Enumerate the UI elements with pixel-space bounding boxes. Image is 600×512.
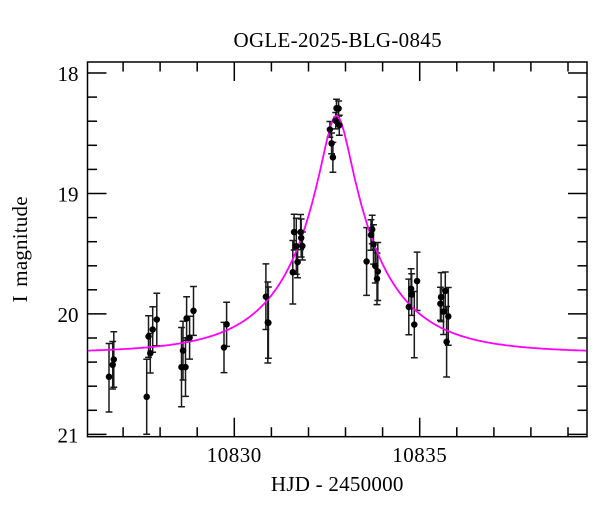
- svg-text:18: 18: [58, 62, 79, 86]
- svg-text:10830: 10830: [207, 443, 262, 467]
- svg-text:I magnitude: I magnitude: [8, 196, 32, 302]
- svg-text:19: 19: [58, 182, 79, 206]
- svg-text:21: 21: [58, 423, 79, 447]
- svg-text:HJD - 2450000: HJD - 2450000: [271, 472, 404, 496]
- svg-text:20: 20: [58, 303, 79, 327]
- svg-text:10835: 10835: [392, 443, 447, 467]
- svg-text:OGLE-2025-BLG-0845: OGLE-2025-BLG-0845: [234, 28, 442, 52]
